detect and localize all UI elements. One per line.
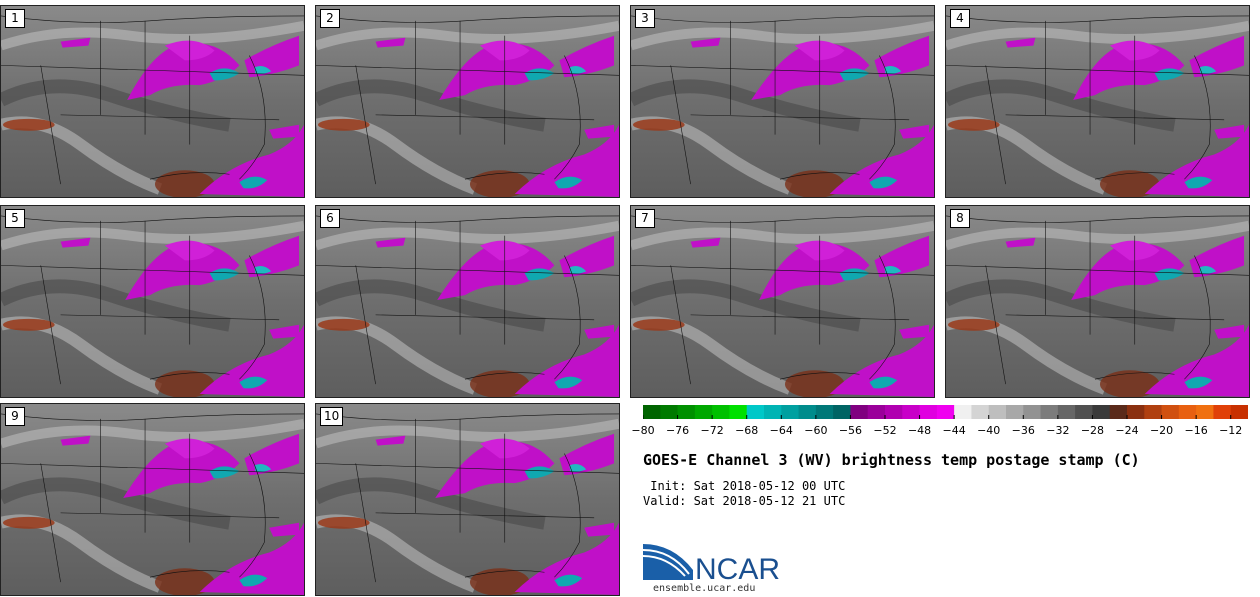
colorbar-segment: [746, 405, 765, 419]
colorbar-tick-label: −44: [942, 424, 966, 437]
valid-time: Valid: Sat 2018-05-12 21 UTC: [643, 494, 846, 508]
colorbar-segment: [1057, 405, 1076, 419]
colorbar-segment: [850, 405, 869, 419]
colorbar-tick-label: −76: [665, 424, 690, 437]
colorbar-segment: [1161, 405, 1180, 419]
panel-number-label: 3: [635, 9, 655, 28]
panel-number-label: 5: [5, 209, 25, 228]
postage-stamp-panel: 9: [0, 403, 305, 596]
colorbar-segment: [815, 405, 834, 419]
logo-text: NCAR: [695, 553, 780, 586]
colorbar-segment: [1075, 405, 1093, 419]
colorbar-segment: [936, 405, 955, 419]
site-url: ensemble.ucar.edu: [653, 583, 756, 594]
colorbar-segment: [867, 405, 886, 419]
postage-stamp-panel: 10: [315, 403, 620, 596]
colorbar-segment: [1109, 405, 1128, 419]
colorbar-segment: [1144, 405, 1163, 419]
panel-number-label: 2: [320, 9, 340, 28]
colorbar-tick-label: −80: [631, 424, 655, 437]
colorbar-segment: [764, 405, 782, 419]
colorbar: [643, 405, 1248, 419]
postage-stamp-panel: 8: [945, 205, 1250, 398]
ncar-logo: NCAR: [643, 544, 780, 586]
panel-number-label: 1: [5, 9, 25, 28]
panel-number-label: 6: [320, 209, 340, 228]
colorbar-segment: [643, 405, 661, 419]
figure-title: GOES-E Channel 3 (WV) brightness temp po…: [643, 451, 1140, 469]
colorbar-segment: [988, 405, 1007, 419]
colorbar-segment: [971, 405, 990, 419]
postage-stamp-panel: 4: [945, 5, 1250, 198]
colorbar-tick-label: −28: [1080, 424, 1105, 437]
colorbar-segment: [1127, 405, 1145, 419]
colorbar-tick-label: −36: [1011, 424, 1035, 437]
colorbar-segment: [1230, 405, 1248, 419]
colorbar-segment: [660, 405, 679, 419]
postage-stamp-panel: 2: [315, 5, 620, 198]
colorbar-segment: [798, 405, 817, 419]
colorbar-tick-label: −20: [1149, 424, 1174, 437]
colorbar-segment: [885, 405, 903, 419]
postage-stamp-panel: 1: [0, 5, 305, 198]
panel-number-label: 7: [635, 209, 655, 228]
colorbar-tick-label: −64: [769, 424, 793, 437]
colorbar-tick-label: −60: [804, 424, 828, 437]
colorbar-segment: [1213, 405, 1232, 419]
colorbar-segment: [694, 405, 713, 419]
colorbar-segment: [1023, 405, 1042, 419]
colorbar-segment: [1040, 405, 1059, 419]
colorbar-segment: [919, 405, 938, 419]
colorbar-segment: [1196, 405, 1214, 419]
colorbar-tick-label: −40: [977, 424, 1001, 437]
colorbar-segment: [729, 405, 748, 419]
colorbar-segment: [1178, 405, 1197, 419]
colorbar-tick-label: −32: [1046, 424, 1070, 437]
postage-stamp-panel: 7: [630, 205, 935, 398]
colorbar-tick-label: −48: [907, 424, 932, 437]
colorbar-segment: [1092, 405, 1111, 419]
colorbar-tick-label: −72: [700, 424, 724, 437]
colorbar-tick-label: −12: [1219, 424, 1243, 437]
colorbar-segment: [781, 405, 800, 419]
panel-number-label: 9: [5, 407, 25, 426]
panel-number-label: 10: [320, 407, 344, 426]
colorbar-tick-label: −68: [735, 424, 759, 437]
postage-stamp-panel: 6: [315, 205, 620, 398]
init-time: Init: Sat 2018-05-12 00 UTC: [643, 479, 846, 493]
colorbar-segment: [833, 405, 851, 419]
colorbar-segment: [954, 405, 972, 419]
colorbar-segment: [712, 405, 730, 419]
panel-number-label: 8: [950, 209, 970, 228]
colorbar-tick-label: −24: [1115, 424, 1139, 437]
postage-stamp-panel: 3: [630, 5, 935, 198]
colorbar-segment: [677, 405, 696, 419]
colorbar-tick-label: −16: [1184, 424, 1208, 437]
panel-number-label: 4: [950, 9, 970, 28]
colorbar-tick-label: −52: [873, 424, 897, 437]
colorbar-segment: [902, 405, 921, 419]
postage-stamp-panel: 5: [0, 205, 305, 398]
colorbar-tick-label: −56: [838, 424, 863, 437]
colorbar-segment: [1006, 405, 1024, 419]
